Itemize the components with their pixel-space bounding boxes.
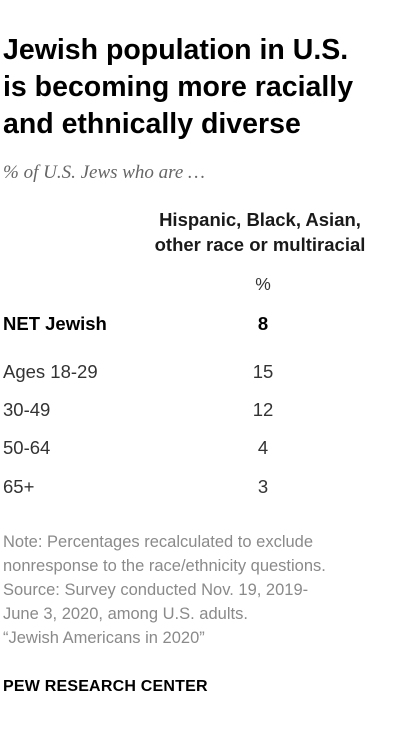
row-value: 8: [257, 313, 269, 334]
row-label: Ages 18-29: [3, 361, 98, 382]
column-header-line: Hispanic, Black, Asian,: [159, 209, 361, 230]
unit-label: %: [255, 274, 271, 294]
column-header-line: other race or multiracial: [154, 234, 366, 255]
note-block: Note: Percentages recalculated to exclud…: [3, 530, 398, 650]
title-line: is becoming more racially: [3, 71, 354, 103]
row-label: 30-49: [3, 399, 51, 420]
title-line: and ethnically diverse: [3, 108, 301, 140]
chart-title: Jewish population in U.S. is becoming mo…: [3, 32, 398, 143]
table-row: NET Jewish 8: [0, 313, 400, 339]
title-line: Jewish population in U.S.: [3, 34, 349, 66]
pew-logo-text: PEW RESEARCH CENTER: [3, 678, 208, 695]
table-row: 30-49 12: [0, 399, 400, 425]
table-row: 50-64 4: [0, 437, 400, 463]
chart-subtitle: % of U.S. Jews who are …: [3, 162, 205, 183]
source-line: Source: Survey conducted Nov. 19, 2019-: [3, 581, 309, 599]
table-row: 65+ 3: [0, 476, 400, 502]
table-row: Ages 18-29 15: [0, 361, 400, 387]
note-line: Note: Percentages recalculated to exclud…: [3, 533, 314, 551]
row-value: 12: [252, 399, 274, 420]
row-label: NET Jewish: [3, 313, 107, 334]
note-line: nonresponse to the race/ethnicity questi…: [3, 557, 326, 575]
row-value: 3: [257, 476, 269, 497]
row-label: 50-64: [3, 437, 51, 458]
source-line: June 3, 2020, among U.S. adults.: [3, 605, 248, 623]
row-label: 65+: [3, 476, 35, 497]
row-value: 4: [257, 437, 269, 458]
column-header: Hispanic, Black, Asian, other race or mu…: [128, 207, 392, 257]
row-value: 15: [252, 361, 274, 382]
report-title-line: “Jewish Americans in 2020”: [3, 629, 205, 647]
